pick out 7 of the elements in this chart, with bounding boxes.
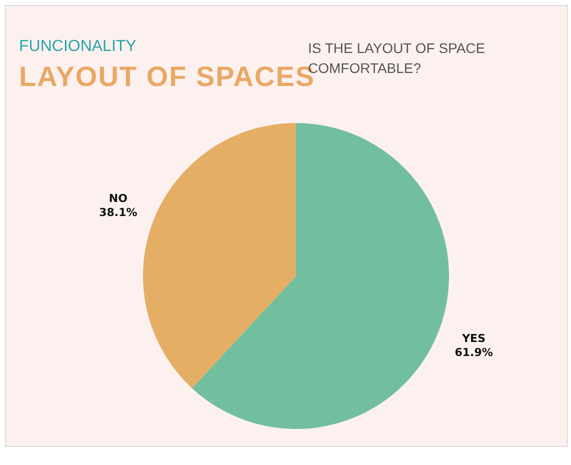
pie-slice [143, 123, 296, 388]
data-label: 61.9% [454, 346, 493, 359]
slice-label: YES [461, 332, 486, 345]
slice-label: NO [108, 192, 128, 206]
text: FUNCIONALITY [19, 38, 136, 56]
data-label: 38.1% [99, 206, 138, 220]
pie-slice [192, 123, 449, 429]
